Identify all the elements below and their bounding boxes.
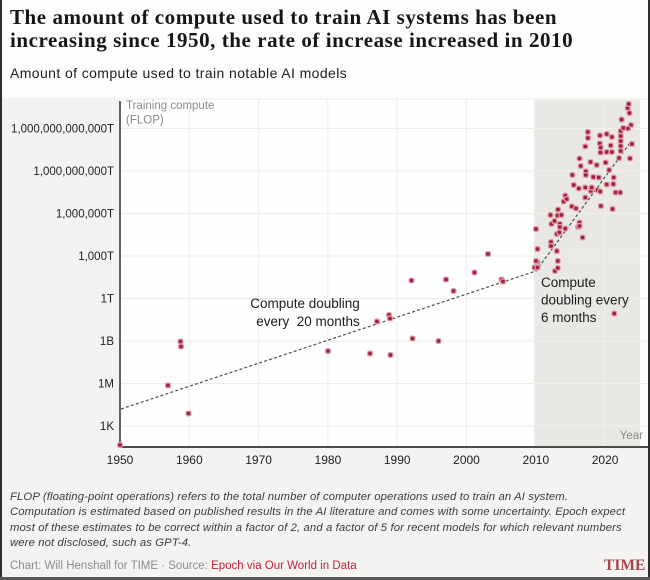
svg-text:6 months: 6 months — [541, 310, 597, 325]
svg-text:1980: 1980 — [315, 453, 342, 467]
svg-text:1,000,000,000T: 1,000,000,000T — [33, 166, 114, 178]
svg-text:1,000,000,000,000T: 1,000,000,000,000T — [11, 124, 114, 136]
svg-text:Training compute: Training compute — [126, 100, 214, 112]
svg-text:1B: 1B — [100, 336, 114, 348]
svg-text:1,000T: 1,000T — [78, 251, 114, 263]
svg-text:2020: 2020 — [592, 453, 619, 467]
svg-text:2000: 2000 — [453, 453, 480, 467]
svg-text:1,000,000T: 1,000,000T — [56, 209, 114, 221]
svg-text:Year: Year — [620, 430, 643, 442]
svg-text:1950: 1950 — [107, 453, 134, 467]
svg-text:Compute doubling: Compute doubling — [250, 296, 360, 311]
svg-text:1T: 1T — [101, 294, 114, 306]
svg-text:2010: 2010 — [522, 453, 549, 467]
svg-text:doubling every: doubling every — [541, 293, 629, 308]
svg-text:1K: 1K — [100, 421, 114, 433]
svg-text:Compute: Compute — [541, 275, 596, 290]
svg-text:(FLOP): (FLOP) — [126, 115, 164, 127]
svg-text:every 20 months: every 20 months — [256, 314, 360, 329]
svg-text:1M: 1M — [98, 379, 114, 391]
svg-text:1960: 1960 — [176, 453, 203, 467]
svg-text:1970: 1970 — [245, 453, 272, 467]
svg-text:1990: 1990 — [384, 453, 411, 467]
